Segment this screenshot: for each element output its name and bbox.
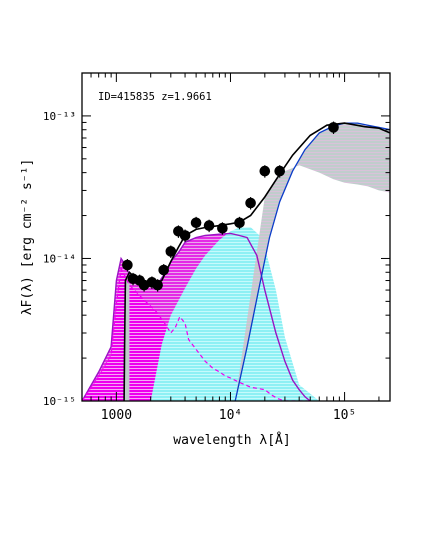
source-id-label: ID=415835 z=1.9661 — [98, 91, 212, 103]
photometry-point — [152, 279, 163, 291]
y-tick-label: 10⁻¹⁴ — [43, 253, 76, 266]
y-tick-label: 10⁻¹³ — [43, 110, 76, 123]
axis-ticks — [81, 72, 390, 402]
photometry-point — [179, 230, 191, 241]
x-tick-label: 10⁵ — [333, 408, 356, 423]
photometry-point — [122, 259, 133, 271]
photometry-point — [259, 165, 271, 177]
y-tick-label: 10⁻¹⁵ — [43, 395, 76, 408]
photometry-point — [234, 217, 245, 229]
photometry-point — [165, 246, 177, 257]
photometry-point — [245, 197, 256, 209]
photometry-point — [328, 122, 339, 133]
host-galaxy-dashed-line — [82, 266, 311, 401]
torus-line — [234, 122, 390, 401]
photometry-points — [122, 121, 339, 292]
axis-tick-labels: 1000 10⁴ 10⁵ 10⁻¹⁵ 10⁻¹⁴ 10⁻¹³ — [43, 110, 356, 423]
x-axis-label: wavelength λ[Å] — [173, 432, 290, 448]
torus-range-band — [235, 123, 390, 401]
photometry-point — [203, 220, 215, 231]
y-axis-label: λF(λ) [erg cm⁻² s⁻¹] — [20, 159, 35, 316]
photometry-point — [274, 165, 286, 177]
x-tick-label: 10⁴ — [219, 408, 242, 423]
plot-frame — [81, 72, 391, 402]
x-tick-label: 1000 — [101, 408, 132, 423]
photometry-point — [190, 217, 202, 229]
photometry-point — [217, 222, 228, 234]
photometry-point — [158, 264, 169, 276]
